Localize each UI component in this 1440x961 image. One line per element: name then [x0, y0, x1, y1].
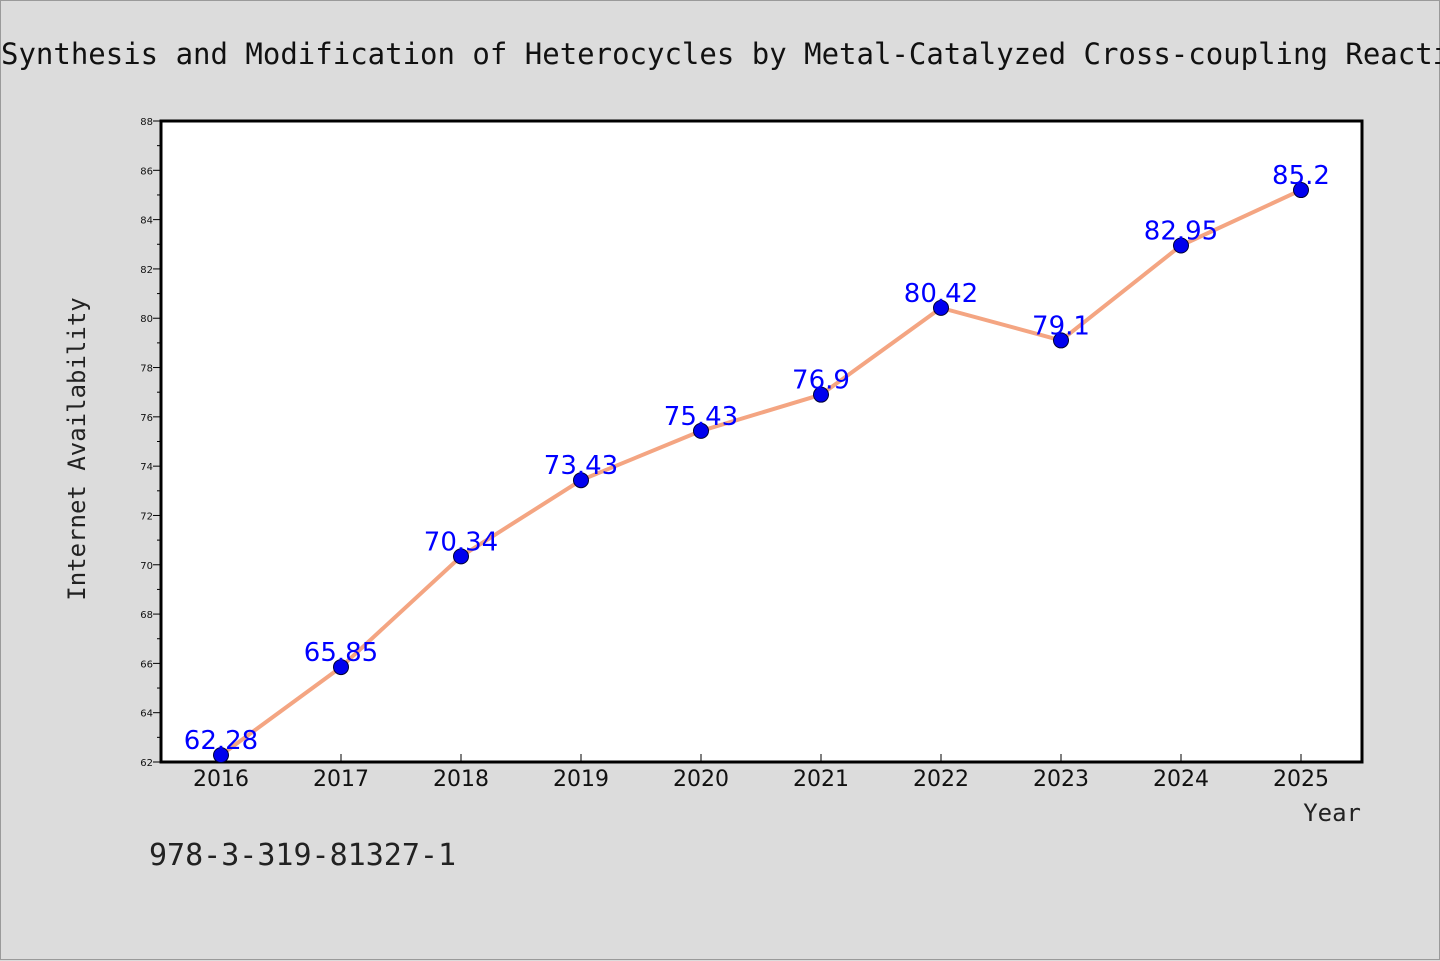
data-point [453, 548, 469, 565]
data-label: 65.85 [304, 638, 378, 668]
data-point [813, 386, 829, 403]
chart-title: Synthesis and Modification of Heterocycl… [1, 37, 1440, 71]
data-label: 85.2 [1272, 161, 1330, 191]
x-tick-label: 2021 [793, 767, 849, 792]
y-tick-label: 76 [140, 413, 153, 424]
data-label: 70.34 [424, 527, 498, 557]
data-label: 76.9 [792, 366, 850, 396]
data-point [693, 422, 709, 439]
y-tick-label: 68 [140, 610, 153, 621]
data-label: 73.43 [544, 451, 618, 481]
data-point [933, 299, 949, 316]
plot-area [159, 119, 1364, 764]
y-tick-label: 78 [140, 364, 153, 375]
data-point [333, 659, 349, 676]
x-tick-label: 2017 [313, 767, 369, 792]
y-tick-label: 74 [140, 462, 153, 473]
data-label: 79.1 [1032, 311, 1090, 341]
y-tick-label: 84 [140, 216, 153, 227]
series-line [219, 188, 1302, 757]
y-tick-label: 62 [140, 758, 153, 769]
y-tick-label: 86 [140, 166, 153, 177]
data-point [1293, 182, 1309, 199]
x-axis: 2016 2017 2018 2019 2020 2021 2022 2023 2024 2025 [193, 754, 1329, 792]
y-axis: 62 64 66 68 70 72 74 76 78 80 82 84 86 88 [140, 117, 161, 769]
data-label: 75.43 [664, 402, 738, 432]
y-tick-label: 64 [140, 709, 153, 720]
y-tick-label: 72 [140, 511, 153, 522]
x-tick-label: 2023 [1033, 767, 1089, 792]
x-tick-label: 2024 [1153, 767, 1209, 792]
x-tick-label: 2019 [553, 767, 609, 792]
y-tick-label: 66 [140, 659, 153, 670]
x-tick-label: 2016 [193, 767, 249, 792]
x-axis-title: Year [1303, 799, 1361, 827]
data-label: 82.95 [1144, 217, 1218, 247]
x-tick-label: 2025 [1273, 767, 1329, 792]
x-tick-label: 2018 [433, 767, 489, 792]
x-tick-label: 2022 [913, 767, 969, 792]
data-markers [213, 182, 1309, 764]
y-axis-title: Internet Availability [63, 297, 91, 600]
data-point [1053, 332, 1069, 349]
data-point [213, 747, 229, 764]
data-label: 62.28 [184, 726, 258, 756]
y-tick-label: 88 [140, 117, 153, 128]
y-tick-label: 80 [140, 314, 153, 325]
x-tick-label: 2020 [673, 767, 729, 792]
y-tick-label: 82 [140, 265, 153, 276]
data-point [1173, 237, 1189, 254]
data-point [573, 472, 589, 489]
data-labels: 62.28 65.85 70.34 73.43 75.43 76.9 80.42 79.1 82… [184, 161, 1330, 756]
y-tick-label: 70 [140, 561, 153, 572]
data-label: 80.42 [904, 279, 978, 309]
isbn-note: 978-3-319-81327-1 [149, 838, 456, 873]
